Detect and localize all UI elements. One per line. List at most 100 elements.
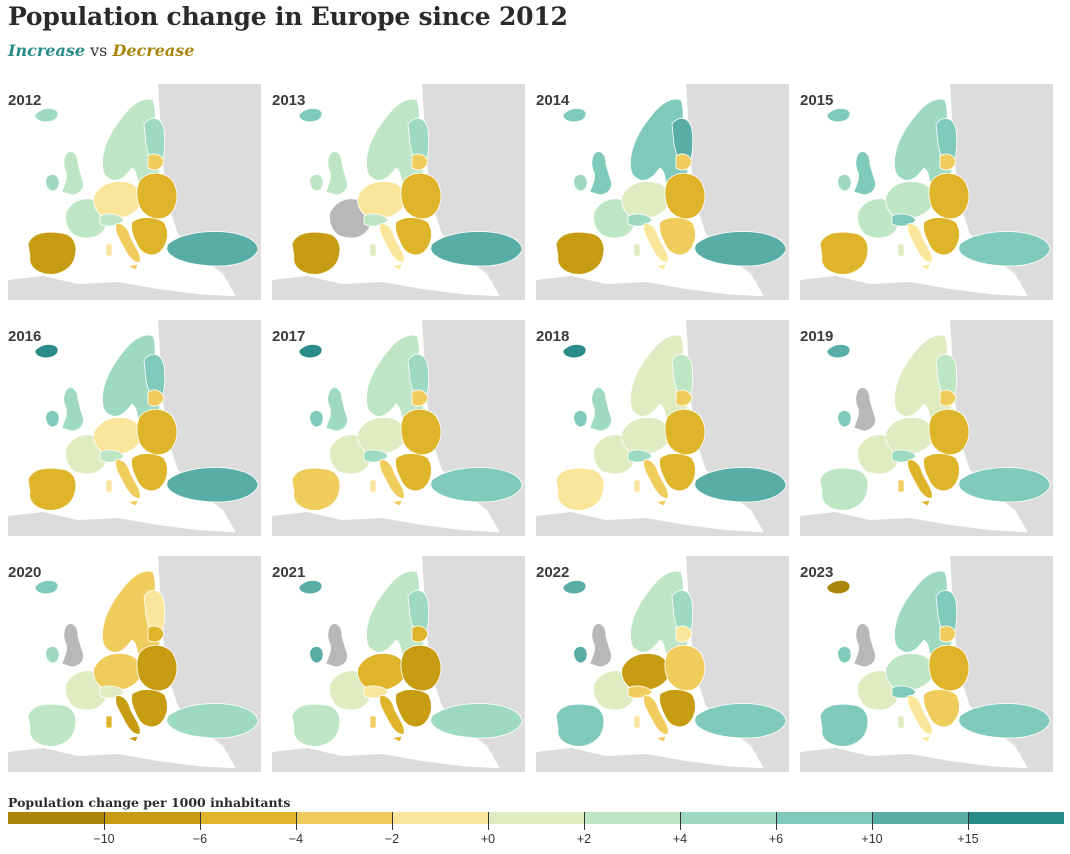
region-iceland <box>34 580 59 595</box>
panel-year-label: 2016 <box>8 328 42 345</box>
map-panel-2016: 2016 <box>8 320 261 536</box>
legend-tick-label: +6 <box>768 832 784 846</box>
region-iceland <box>298 344 323 359</box>
region-sicily <box>654 263 667 271</box>
region-baltics <box>675 625 693 643</box>
region-alps <box>627 685 653 699</box>
map-panel-2018: 2018 <box>536 320 789 536</box>
legend-tick-label: −4 <box>288 832 304 846</box>
region-balkans <box>659 689 696 728</box>
region-sicily <box>654 499 667 507</box>
region-italy <box>379 459 405 499</box>
region-sardinia <box>633 479 641 493</box>
background-land <box>800 276 1053 300</box>
region-alps <box>891 213 917 227</box>
region-sicily <box>126 499 139 507</box>
region-iberia <box>555 467 605 511</box>
region-turkey <box>694 467 787 503</box>
background-land <box>800 512 1053 536</box>
region-balkans <box>395 217 432 256</box>
region-alps <box>363 213 389 227</box>
region-iberia <box>819 231 869 275</box>
legend-swatch <box>8 812 104 824</box>
panel-year-label: 2018 <box>536 328 570 345</box>
legend-swatch <box>104 812 200 824</box>
region-italy <box>115 695 141 735</box>
region-central-europe <box>93 417 142 455</box>
region-turkey <box>430 231 523 267</box>
region-eastern-europe <box>664 172 706 220</box>
region-baltics <box>675 389 693 407</box>
region-eastern-europe <box>136 408 178 456</box>
europe-map-2013 <box>272 84 525 300</box>
legend-tick <box>584 812 585 830</box>
europe-map-2020 <box>8 556 261 772</box>
region-central-europe <box>621 181 670 219</box>
background-land <box>800 748 1053 772</box>
small-multiples-grid: 2012 2013 2014 2015 2016 2017 2018 2019 2020 2021… <box>8 84 1054 774</box>
background-land <box>8 512 261 536</box>
legend-tick-label: +4 <box>672 832 688 846</box>
color-legend-bar <box>8 812 1064 824</box>
region-sardinia <box>369 479 377 493</box>
region-sardinia <box>369 715 377 729</box>
region-turkey <box>958 467 1051 503</box>
legend-tick-label: −6 <box>192 832 208 846</box>
legend-tick <box>296 812 297 830</box>
region-italy <box>907 695 933 735</box>
region-ireland <box>837 410 852 428</box>
legend-tick-label: +2 <box>576 832 592 846</box>
region-uk <box>325 623 348 668</box>
legend-swatch <box>968 812 1064 824</box>
region-iceland <box>562 108 587 123</box>
legend-ticks: −10 −6 −4 −2 +0 +2 +4 +6 +10 +15 <box>8 812 1064 852</box>
region-alps <box>891 685 917 699</box>
region-iceland <box>298 580 323 595</box>
region-uk <box>61 387 84 432</box>
region-iberia <box>555 231 605 275</box>
region-alps <box>363 685 389 699</box>
region-italy <box>643 695 669 735</box>
region-balkans <box>395 453 432 492</box>
region-turkey <box>958 703 1051 739</box>
region-eastern-europe <box>664 408 706 456</box>
region-uk <box>853 387 876 432</box>
map-panel-2017: 2017 <box>272 320 525 536</box>
region-eastern-europe <box>136 172 178 220</box>
legend-tick-label: +10 <box>861 832 883 846</box>
map-panel-2013: 2013 <box>272 84 525 300</box>
region-ireland <box>45 646 60 664</box>
region-turkey <box>694 703 787 739</box>
region-iberia <box>291 231 341 275</box>
region-turkey <box>430 703 523 739</box>
region-baltics <box>939 389 957 407</box>
background-land <box>8 276 261 300</box>
region-ireland <box>837 646 852 664</box>
legend-swatch <box>584 812 680 824</box>
region-eastern-europe <box>136 644 178 692</box>
panel-year-label: 2012 <box>8 92 42 109</box>
region-sardinia <box>897 243 905 257</box>
legend-tick <box>200 812 201 830</box>
legend-swatch <box>488 812 584 824</box>
background-land <box>272 276 525 300</box>
region-alps <box>363 449 389 463</box>
region-central-europe <box>357 181 406 219</box>
region-balkans <box>131 453 168 492</box>
region-central-europe <box>357 653 406 691</box>
region-balkans <box>395 689 432 728</box>
panel-year-label: 2015 <box>800 92 834 109</box>
region-central-europe <box>357 417 406 455</box>
region-eastern-europe <box>400 644 442 692</box>
region-central-europe <box>885 417 934 455</box>
legend-tick <box>776 812 777 830</box>
map-panel-2012: 2012 <box>8 84 261 300</box>
region-ireland <box>309 646 324 664</box>
region-eastern-europe <box>928 172 970 220</box>
europe-map-2019 <box>800 320 1053 536</box>
europe-map-2023 <box>800 556 1053 772</box>
region-central-europe <box>93 653 142 691</box>
subtitle-decrease: Decrease <box>112 41 195 60</box>
map-panel-2022: 2022 <box>536 556 789 772</box>
region-alps <box>99 449 125 463</box>
